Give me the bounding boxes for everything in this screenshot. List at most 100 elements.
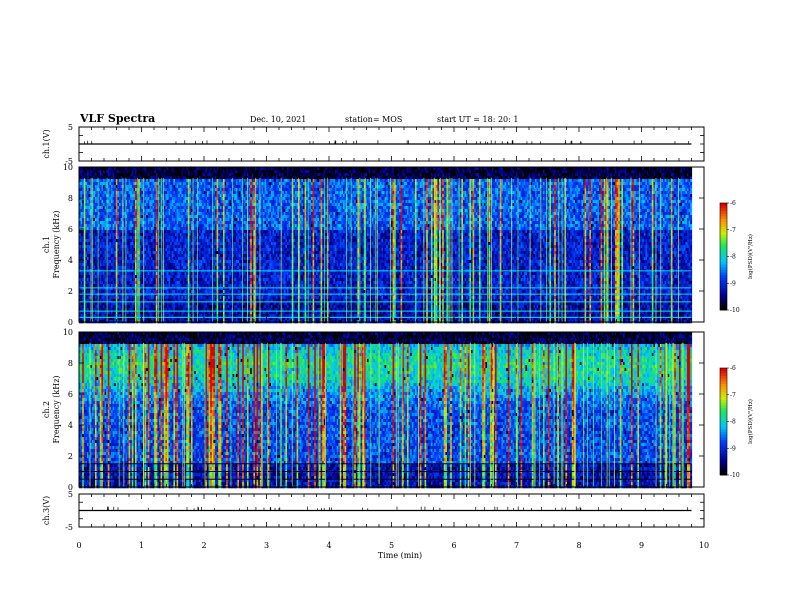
ch1-cell (111, 233, 113, 237)
ch1-cell (96, 260, 99, 264)
ch1-cell (87, 302, 89, 306)
ch1-cell (107, 314, 110, 318)
ch1-cell (131, 209, 134, 213)
ch1-cell (147, 299, 150, 303)
ch1-cell (119, 257, 121, 261)
ch1-cell (130, 239, 133, 243)
ch1-cell (96, 233, 99, 237)
ch1-cell (85, 209, 88, 213)
ch1-cell (79, 215, 81, 219)
ch1-cell (112, 260, 115, 264)
ch1-cell (149, 209, 152, 213)
ch1-cell (138, 257, 141, 261)
ch1-cell (130, 281, 133, 285)
ch1-cell (127, 317, 129, 321)
ch1-cell (114, 284, 117, 288)
ch1-cell (138, 209, 141, 213)
ch1-cell (138, 203, 141, 207)
ch1-cell (111, 227, 113, 231)
ch1-cell (120, 170, 123, 174)
ch1-cell (123, 314, 126, 318)
ch1-cell (128, 287, 131, 291)
ch1-cell (144, 176, 147, 180)
ch1-cell (152, 173, 155, 177)
ch1-cell (112, 215, 115, 219)
ch1-cell (131, 305, 134, 309)
ch1-cell (149, 299, 152, 303)
ch1-cell (149, 290, 152, 294)
ch1-cell (127, 215, 129, 219)
ch1-cell (125, 317, 128, 321)
ch1-cell (123, 173, 126, 177)
ch1-cell (133, 221, 136, 225)
ch1-cell (135, 305, 137, 309)
ch1-cell (139, 317, 142, 321)
ch1-cell (144, 263, 147, 267)
ch1-cell (117, 224, 120, 228)
ch1-cell (141, 245, 144, 249)
ch1-cell (82, 290, 85, 294)
ch1-cell (139, 296, 142, 300)
ch1-cell (79, 275, 81, 279)
ch1-cell (112, 302, 115, 306)
ch1-cell (144, 254, 147, 258)
ch1-cell (104, 290, 107, 294)
ch1-cell (139, 260, 142, 264)
ch1-cell (125, 185, 128, 189)
ch1-cell (95, 212, 97, 216)
ch1-cell (123, 221, 126, 225)
ch1-cell (87, 260, 89, 264)
ch1-cell (98, 245, 101, 249)
ch1-cell (143, 170, 145, 174)
ch1-cell (85, 182, 88, 186)
ch1-cell (117, 302, 120, 306)
ch1-cell (120, 290, 123, 294)
ch1-cell (79, 299, 81, 303)
ch1-cell (106, 176, 109, 180)
ch1-cell (151, 245, 153, 249)
ch1-cell (115, 293, 118, 297)
ch1-cell (119, 290, 121, 294)
ch1-cell (109, 242, 112, 246)
ch1-cell (95, 284, 97, 288)
ch1-cell (103, 176, 105, 180)
ch1-cell (107, 284, 110, 288)
ch1-cell (95, 179, 97, 183)
ch1-cell (80, 293, 83, 297)
ch1-cell (114, 275, 117, 279)
ch1-cell (139, 224, 142, 228)
ch1-cell (146, 317, 149, 321)
ch1-cell (151, 209, 153, 213)
ch1-cell (130, 284, 133, 288)
ch1-cell (99, 242, 102, 246)
ch1-cell (133, 236, 136, 240)
ch1-cell (151, 179, 153, 183)
ch1-cell (133, 194, 136, 198)
ch1-cell (95, 203, 97, 207)
ch1-cell (119, 206, 121, 210)
ch1-cell (139, 182, 142, 186)
ch1-cell (96, 251, 99, 255)
ch1-cell (112, 275, 115, 279)
ch1-cell (91, 176, 94, 180)
ch1-cell (111, 170, 113, 174)
ch1-cell (107, 185, 110, 189)
ch1-cell (95, 248, 97, 252)
ch1-cell (112, 248, 115, 252)
ch1-cell (149, 212, 152, 216)
ch1-cell (95, 278, 97, 282)
ch1-cell (144, 203, 147, 207)
ch1-cell (96, 278, 99, 282)
ch1-cell (147, 254, 150, 258)
ch1-cell (80, 230, 83, 234)
ch1-cell (87, 185, 89, 189)
ch1-cell (133, 248, 136, 252)
ch1-cell (98, 170, 101, 174)
ch1-cell (151, 239, 153, 243)
ch1-cell (123, 311, 126, 315)
ch1-cell (123, 263, 126, 267)
ch1-cell (123, 188, 126, 192)
ch1-cell (144, 182, 147, 186)
ch1-cell (154, 167, 157, 171)
ch1-cell (149, 224, 152, 228)
